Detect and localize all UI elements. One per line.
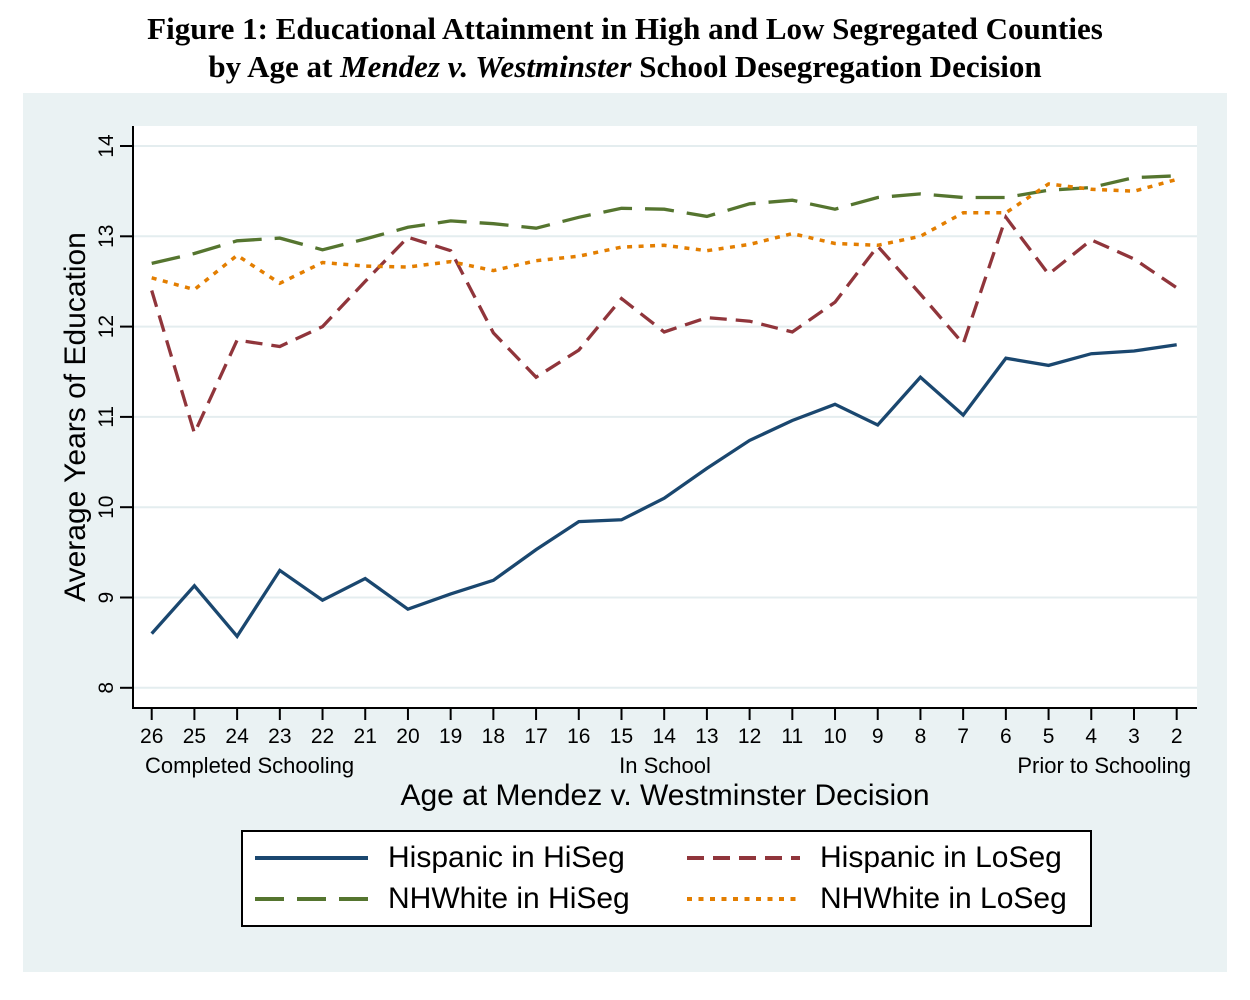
figure-title-line2-post: School Desegregation Decision <box>631 49 1042 84</box>
x-tick-label: 24 <box>225 725 249 748</box>
y-axis-title: Average Years of Education <box>59 232 92 602</box>
legend-line-sample-solid <box>255 856 368 861</box>
x-tick-label: 23 <box>268 725 291 748</box>
x-tick-label: 19 <box>439 725 462 748</box>
legend-label: Hispanic in HiSeg <box>388 841 625 875</box>
figure-title-line1: Figure 1: Educational Attainment in High… <box>147 11 1103 46</box>
x-zone-label-1: In School <box>619 753 711 778</box>
x-tick-label: 25 <box>183 725 206 748</box>
series-line-3 <box>151 177 1178 292</box>
legend-label: NHWhite in LoSeg <box>820 881 1067 915</box>
x-zone-label-0: Completed Schooling <box>145 753 354 778</box>
y-tick-label: 13 <box>95 225 118 248</box>
x-tick-label: 11 <box>781 725 803 748</box>
x-tick-label: 6 <box>1000 725 1012 748</box>
x-tick-label: 22 <box>311 725 334 748</box>
x-tick-label: 12 <box>738 725 761 748</box>
x-tick-label: 8 <box>915 725 927 748</box>
y-tick-label: 10 <box>95 496 118 519</box>
legend-line-sample-longdash <box>255 896 368 901</box>
legend-item-hispanic-loseg: Hispanic in LoSeg <box>687 841 1080 875</box>
x-tick-label: 5 <box>1043 725 1055 748</box>
figure-title-line2-pre: by Age at <box>208 49 341 84</box>
figure-title: Figure 1: Educational Attainment in High… <box>0 10 1250 86</box>
x-tick-label: 17 <box>524 725 547 748</box>
legend-item-nhwhite-loseg: NHWhite in LoSeg <box>687 882 1080 916</box>
x-zone-label-2: Prior to Schooling <box>1017 753 1191 778</box>
x-axis-title: Age at Mendez v. Westminster Decision <box>400 779 929 812</box>
x-tick-label: 26 <box>140 725 163 748</box>
figure-title-line2-italic: Mendez v. Westminster <box>340 49 632 84</box>
x-tick-label: 2 <box>1171 725 1183 748</box>
y-tick-label: 11 <box>95 406 118 428</box>
x-tick-label: 14 <box>653 725 677 748</box>
y-tick-label: 12 <box>95 315 118 338</box>
legend-item-hispanic-hiseg: Hispanic in HiSeg <box>255 841 687 875</box>
y-tick-label: 8 <box>95 682 118 694</box>
series-line-2 <box>151 174 1177 266</box>
chart-panel: 8 9 10 11 12 13 14 26 25 24 23 22 21 20 19 18 17 16 15 14 13… <box>23 93 1227 972</box>
x-tick-label: 7 <box>957 725 969 748</box>
legend-label: NHWhite in HiSeg <box>388 881 630 915</box>
y-tick-label: 14 <box>95 134 118 158</box>
legend-label: Hispanic in LoSeg <box>820 841 1062 875</box>
x-tick-label: 3 <box>1128 725 1140 748</box>
x-tick-label: 4 <box>1085 725 1097 748</box>
legend-line-sample-dot <box>687 896 800 901</box>
legend: Hispanic in HiSeg Hispanic in LoSeg NHWh… <box>241 830 1092 927</box>
series-line-0 <box>150 343 1177 640</box>
legend-line-sample-dash <box>687 856 800 861</box>
x-tick-label: 15 <box>610 725 633 748</box>
x-tick-label: 20 <box>396 725 419 748</box>
x-tick-label: 18 <box>482 725 505 748</box>
legend-item-nhwhite-hiseg: NHWhite in HiSeg <box>255 882 687 916</box>
series-line-1 <box>150 213 1178 438</box>
x-tick-label: 21 <box>354 725 377 748</box>
x-tick-label: 16 <box>567 725 590 748</box>
x-tick-label: 13 <box>695 725 718 748</box>
figure-title-line2: by Age at Mendez v. Westminster School D… <box>0 48 1250 86</box>
x-tick-label: 10 <box>823 725 846 748</box>
x-tick-label: 9 <box>872 725 884 748</box>
y-tick-label: 9 <box>95 592 118 604</box>
